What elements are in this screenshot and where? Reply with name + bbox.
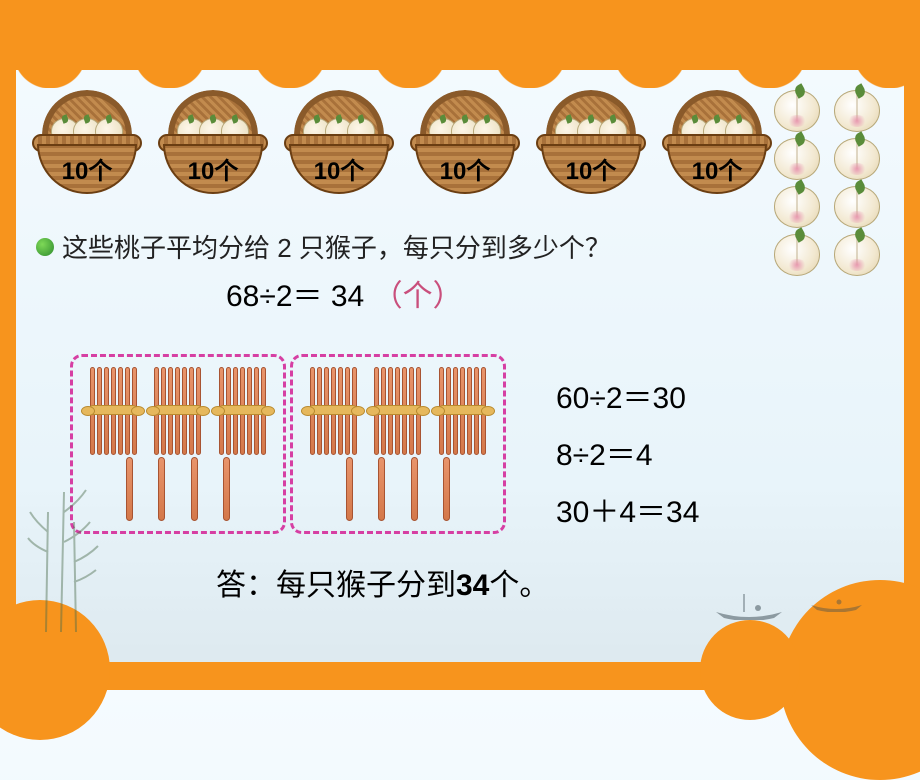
stick-bundle (373, 367, 423, 455)
side-equation-line: 60÷2＝30 (556, 370, 699, 427)
stick-bundle (153, 367, 203, 455)
single-stick (158, 457, 165, 521)
side-equations: 60÷2＝308÷2＝430＋4＝34 (556, 370, 699, 541)
baskets-row: 10个 10个 10个 10个 10个 10个 (16, 90, 904, 210)
stick-group (290, 354, 506, 534)
single-stick (378, 457, 385, 521)
answer-suffix: 个。 (489, 569, 549, 602)
boat-decor-icon (809, 590, 864, 612)
bamboo-decor-icon (26, 472, 116, 632)
peach-icon (774, 186, 820, 228)
side-equation-line: 8÷2＝4 (556, 427, 699, 484)
single-stick (223, 457, 230, 521)
loose-peaches (774, 90, 884, 276)
basket: 10个 (280, 90, 398, 210)
bullet-dot-icon (36, 238, 54, 256)
stick-bundle (88, 367, 138, 455)
boat-decor-icon (714, 592, 784, 620)
single-stick (346, 457, 353, 521)
peach-icon (834, 138, 880, 180)
side-equation-line: 30＋4＝34 (556, 484, 699, 541)
peach-icon (834, 234, 880, 276)
basket-label: 10个 (188, 151, 239, 186)
basket: 10个 (532, 90, 650, 210)
peach-icon (834, 90, 880, 132)
basket-label: 10个 (62, 151, 113, 186)
peach-icon (834, 186, 880, 228)
peach-icon (774, 234, 820, 276)
single-stick (443, 457, 450, 521)
peach-icon (774, 90, 820, 132)
basket-label: 10个 (566, 151, 617, 186)
basket: 10个 (28, 90, 146, 210)
single-stick (411, 457, 418, 521)
peach-icon (774, 138, 820, 180)
basket: 10个 (658, 90, 776, 210)
single-stick (191, 457, 198, 521)
main-equation: 68÷2＝ 34 （个） (226, 271, 904, 315)
single-stick (126, 457, 133, 521)
answer-value: 34 (456, 569, 489, 602)
basket: 10个 (154, 90, 272, 210)
basket-label: 10个 (314, 151, 365, 186)
question-text: 这些桃子平均分给 2 只猴子，每只分到多少个？ (62, 228, 611, 265)
basket-label: 10个 (692, 151, 743, 186)
answer-prefix: 答：每只猴子分到 (216, 569, 456, 602)
eq-lhs: 68÷2＝ (226, 280, 323, 313)
stick-diagram (70, 354, 506, 534)
basket-label: 10个 (440, 151, 491, 186)
frame-left (0, 0, 16, 690)
answer-line: 答：每只猴子分到34个。 (216, 560, 549, 604)
stick-bundle (218, 367, 268, 455)
eq-result: 34 (331, 280, 364, 313)
stick-bundle (438, 367, 488, 455)
stick-bundle (308, 367, 358, 455)
frame-top (0, 0, 920, 70)
slide-content: 10个 10个 10个 10个 10个 10个 这些桃子平均分给 2 只猴子，每… (16, 90, 904, 662)
eq-unit: （个） (373, 280, 463, 313)
basket: 10个 (406, 90, 524, 210)
